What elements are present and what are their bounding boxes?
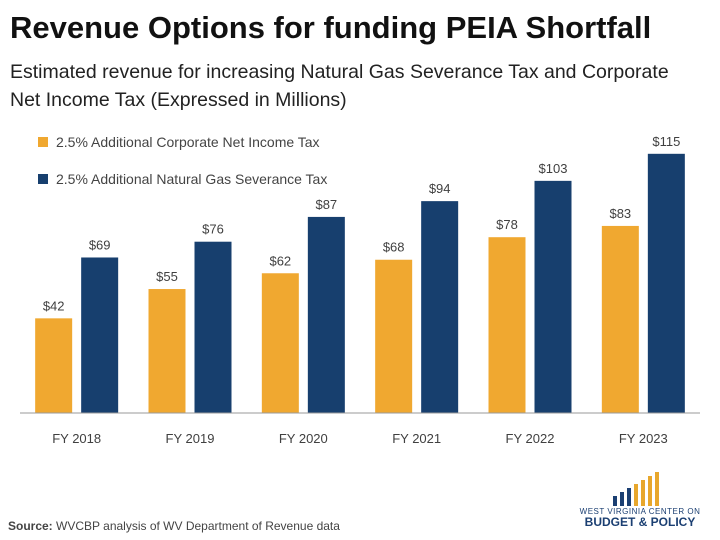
x-tick-label: FY 2019 [166,431,215,446]
source-text: WVCBP analysis of WV Department of Reven… [52,519,340,533]
legend-item-severance: 2.5% Additional Natural Gas Severance Ta… [38,169,327,189]
chart-subtitle: Estimated revenue for increasing Natural… [10,61,669,111]
logo-bar [620,492,624,506]
logo-bar [655,472,659,506]
legend-swatch-severance [38,174,48,184]
logo-bar [634,484,638,506]
legend-swatch-corporate [38,137,48,147]
x-tick-label: FY 2018 [52,431,101,446]
data-label-corporate: $55 [156,269,178,284]
legend-label-corporate: 2.5% Additional Corporate Net Income Tax [56,134,320,150]
bar-severance [307,216,345,413]
bar-severance [81,257,119,413]
bar-severance [194,241,232,413]
source-note: Source: WVCBP analysis of WV Department … [8,519,340,533]
data-label-corporate: $62 [269,253,291,268]
bar-severance [647,153,685,414]
bar-corporate [601,225,639,413]
bar-severance [534,180,572,413]
legend-item-corporate: 2.5% Additional Corporate Net Income Tax [38,132,327,152]
bar-corporate [375,259,413,413]
legend-label-severance: 2.5% Additional Natural Gas Severance Ta… [56,171,328,187]
bar-corporate [488,237,526,413]
logo-bars-icon [613,472,659,506]
legend: 2.5% Additional Corporate Net Income Tax… [38,132,327,206]
x-tick-label: FY 2021 [392,431,441,446]
bar-corporate [35,318,73,413]
logo-bar [613,496,617,506]
logo-text-line1: WEST VIRGINIA CENTER ON [579,507,701,516]
data-label-severance: $94 [429,181,451,196]
data-label-corporate: $78 [496,217,518,232]
wvcbp-logo: WEST VIRGINIA CENTER ON BUDGET & POLICY [565,470,715,530]
logo-bar [641,480,645,506]
data-label-corporate: $83 [609,206,631,221]
bar-severance [421,201,459,413]
bar-corporate [261,273,299,413]
x-tick-label: FY 2022 [506,431,555,446]
data-label-severance: $103 [539,161,568,176]
data-label-severance: $69 [89,237,111,252]
bar-corporate [148,289,186,413]
logo-bar [648,476,652,506]
logo-bar [627,488,631,506]
data-label-severance: $76 [202,222,224,237]
data-label-severance: $87 [315,197,337,212]
source-label: Source: [8,519,53,533]
data-label-corporate: $42 [43,298,65,313]
data-label-corporate: $68 [383,240,405,255]
data-label-severance: $115 [652,134,680,149]
x-tick-label: FY 2020 [279,431,328,446]
bar-chart: $42 $69 FY 2018 $55 $76 FY 2019 $62 $87 FY 2020 $… [20,134,700,446]
logo-text-line2: BUDGET & POLICY [584,515,696,529]
chart-title: Revenue Options for funding PEIA Shortfa… [10,10,652,45]
x-tick-label: FY 2023 [619,431,668,446]
